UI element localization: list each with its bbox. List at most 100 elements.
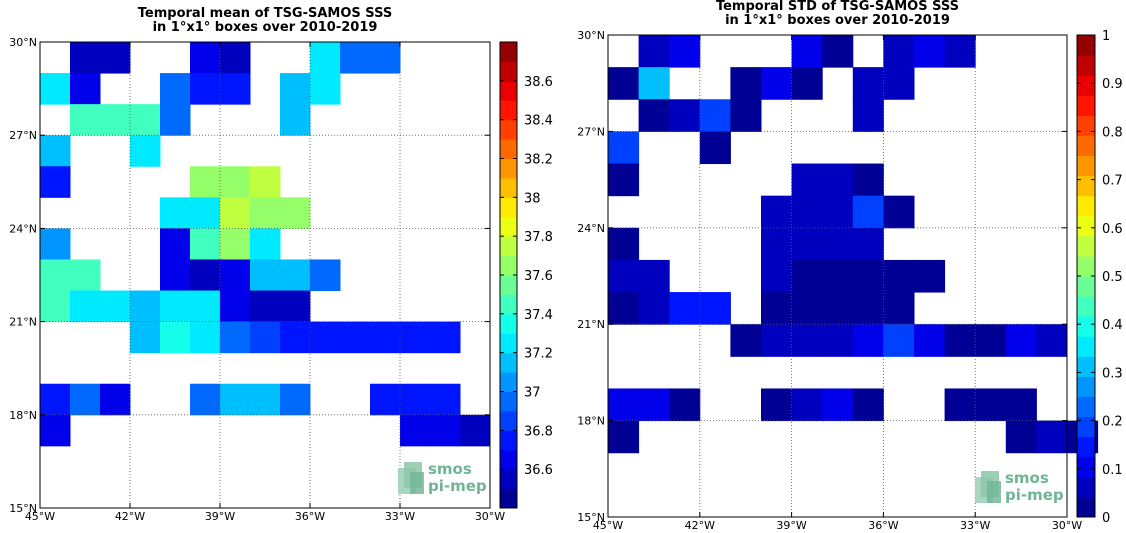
colorbar-tick-label: 37.4 (524, 308, 553, 323)
heatmap-cell (220, 259, 251, 292)
colorbar-segment (500, 177, 517, 198)
heatmap-cell (1036, 420, 1068, 454)
colorbar-segment (500, 80, 517, 101)
heatmap-cell (608, 259, 640, 293)
heatmap-cell (250, 290, 281, 323)
logo-text-line2: pi-mep (428, 477, 487, 495)
heatmap-cell (638, 292, 670, 325)
heatmap-cell (669, 388, 701, 422)
colorbar-segment (1077, 316, 1095, 337)
heatmap-cell (190, 259, 221, 292)
heatmap-cell (190, 42, 221, 74)
y-tick-label: 30°N (9, 36, 37, 49)
chart-title-line: in 1°x1° boxes over 2010-2019 (725, 13, 950, 28)
heatmap-cell (280, 383, 311, 416)
colorbar-segment (500, 469, 517, 490)
colorbar-segment (500, 430, 517, 451)
heatmap-cell (883, 324, 915, 357)
colorbar-segment (500, 100, 517, 121)
colorbar-segment (1077, 75, 1095, 96)
heatmap-cell (340, 42, 371, 74)
heatmap-cell (608, 388, 640, 422)
heatmap-cell (608, 163, 640, 197)
heatmap-cell (883, 195, 915, 229)
x-tick-label: 33°W (960, 519, 990, 532)
y-tick-label: 21°N (577, 318, 605, 331)
heatmap-cell (669, 99, 701, 132)
heatmap-cell (883, 259, 915, 293)
colorbar-segment (1077, 356, 1095, 377)
grid-lines (608, 35, 1067, 517)
heatmap-cell (130, 135, 161, 167)
colorbar-segment (500, 139, 517, 159)
colorbar-segment (1077, 396, 1095, 418)
heatmap-cell (40, 290, 71, 323)
heatmap-cell (70, 383, 101, 416)
heatmap-cell (160, 259, 191, 292)
colorbar-segment (1077, 115, 1095, 136)
colorbar-segment (500, 61, 517, 82)
heatmap-cell (220, 73, 251, 105)
colorbar-segment (1077, 255, 1095, 277)
heatmap-cell (100, 290, 131, 323)
colorbar-segment (500, 197, 517, 218)
colorbar-tick-label: 37.2 (524, 347, 553, 362)
colorbar-segment (500, 294, 517, 315)
heatmap-cell (160, 104, 191, 136)
heatmap-cell (460, 414, 491, 447)
heatmap-cell (914, 324, 946, 357)
x-tick-label: 39°W (776, 519, 806, 532)
heatmap-cell (914, 35, 946, 68)
heatmap-cells (40, 42, 491, 447)
colorbar-segment (500, 119, 517, 140)
heatmap-cell (40, 135, 71, 167)
colorbar-segment (500, 333, 517, 354)
heatmap-cell (280, 290, 311, 323)
heatmap-cell (70, 290, 101, 323)
heatmap-cell (791, 227, 823, 261)
heatmap-cell (761, 67, 793, 100)
heatmap-cell (699, 292, 731, 325)
heatmap-cell (791, 324, 823, 357)
heatmap-cell (190, 166, 221, 198)
heatmap-cell (852, 67, 884, 100)
heatmap-cell (761, 195, 793, 229)
colorbar-tick-label: 0.5 (1102, 270, 1123, 285)
colorbar-segment (1077, 55, 1095, 76)
heatmap-cell (370, 321, 401, 354)
heatmap-cell (852, 259, 884, 293)
heatmap-cell (852, 388, 884, 422)
colorbar-segment (500, 255, 517, 276)
heatmap-cell (310, 73, 341, 105)
colorbar-segment (1077, 376, 1095, 397)
y-tick-label: 27°N (9, 129, 37, 142)
heatmap-cell (608, 67, 640, 100)
colorbar-segment (500, 313, 517, 334)
heatmap-cell (883, 67, 915, 100)
heatmap-cell (250, 228, 281, 260)
heatmap-cell (400, 321, 431, 354)
heatmap-cell (400, 414, 431, 447)
heatmap-cell (669, 292, 701, 325)
heatmap-cell (70, 73, 101, 105)
heatmap-cell (220, 290, 251, 323)
heatmap-cell (280, 104, 311, 136)
heatmap-cell (852, 195, 884, 229)
heatmap-cell (883, 292, 915, 325)
heatmap-cell (608, 420, 640, 454)
heatmap-cell (761, 227, 793, 261)
heatmap-cell (130, 290, 161, 323)
colorbar-segment (1077, 135, 1095, 156)
heatmap-cell (791, 292, 823, 325)
y-tick-label: 21°N (9, 316, 37, 329)
colorbar-tick-label: 38.4 (524, 114, 553, 129)
heatmap-cell (761, 292, 793, 325)
heatmap-cell (761, 324, 793, 357)
heatmap-cell (944, 324, 976, 357)
logo-block (987, 481, 1001, 503)
heatmap-cell (160, 73, 191, 105)
heatmap-cell (100, 383, 131, 416)
